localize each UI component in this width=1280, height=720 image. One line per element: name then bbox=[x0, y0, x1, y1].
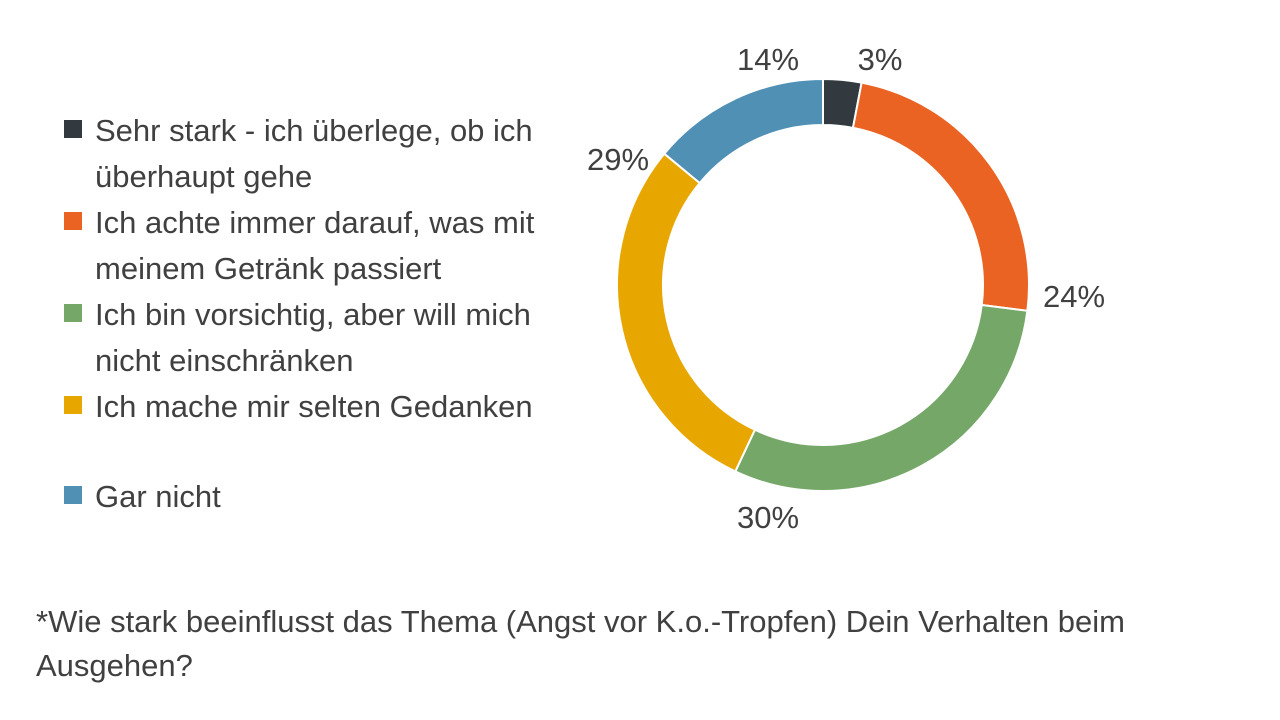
legend-label: Ich mache mir selten Gedanken bbox=[95, 389, 533, 424]
chart-legend: Sehr stark - ich überlege, ob ich überha… bbox=[64, 108, 604, 520]
legend-label: Ich bin vorsichtig, aber will mich nicht… bbox=[95, 297, 531, 378]
legend-label: Ich achte immer darauf, was mit meinem G… bbox=[95, 205, 535, 286]
data-label: 24% bbox=[1043, 279, 1105, 314]
legend-item-gar-nicht: Gar nicht bbox=[64, 474, 604, 520]
donut-slice bbox=[851, 81, 1030, 312]
data-label: 29% bbox=[587, 142, 649, 177]
donut-slice bbox=[616, 152, 757, 473]
legend-swatch bbox=[64, 304, 82, 322]
legend-swatch bbox=[64, 486, 82, 504]
legend-item-vorsichtig: Ich bin vorsichtig, aber will mich nicht… bbox=[64, 292, 604, 384]
legend-label: Gar nicht bbox=[95, 479, 221, 514]
data-label: 3% bbox=[858, 42, 903, 77]
donut-slice bbox=[733, 303, 1029, 492]
donut-slice bbox=[662, 77, 824, 185]
data-label: 14% bbox=[737, 42, 799, 77]
legend-item-selten: Ich mache mir selten Gedanken bbox=[64, 384, 604, 430]
legend-label: Sehr stark - ich überlege, ob ich überha… bbox=[95, 113, 533, 194]
legend-swatch bbox=[64, 120, 82, 138]
footnote: *Wie stark beeinflusst das Thema (Angst … bbox=[36, 604, 1125, 683]
legend-item-sehr-stark: Sehr stark - ich überlege, ob ich überha… bbox=[64, 108, 604, 200]
legend-swatch bbox=[64, 396, 82, 414]
data-label: 30% bbox=[737, 500, 799, 535]
legend-item-immer-darauf: Ich achte immer darauf, was mit meinem G… bbox=[64, 200, 604, 292]
legend-swatch bbox=[64, 212, 82, 230]
